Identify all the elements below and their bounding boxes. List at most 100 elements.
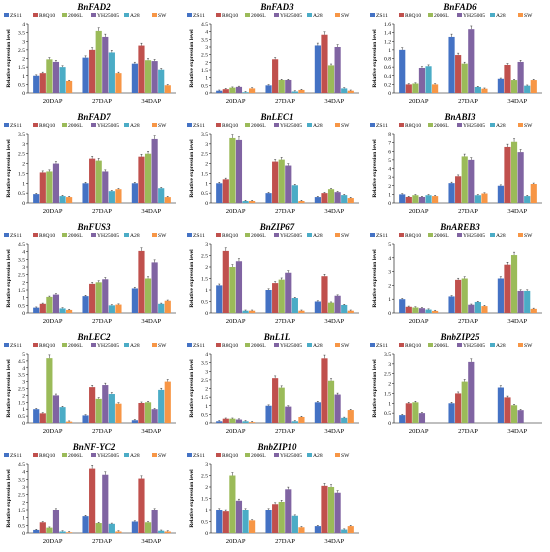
bar-sw-27dap — [115, 304, 122, 313]
legend-label-sw: SW — [158, 343, 167, 349]
legend-swatch-sw — [518, 13, 523, 17]
bar-yh25005-20dap — [235, 86, 243, 93]
y-tick-label: 1 — [22, 74, 25, 80]
chart-panel-6: BnABI3 ZS11 R8Q10 2006L YH25005 A28 SW 0 1 2 3 4 5 6 7… — [370, 112, 542, 215]
y-tick-label: 0 — [388, 201, 391, 207]
chart-panel-9: BnAREB3 ZS11 R8Q10 2006L YH25005 A28 SW 0 1 2 3 4 5 R… — [370, 222, 542, 325]
legend-swatch-sw — [152, 13, 157, 17]
bar-2006l-20dap — [412, 307, 419, 313]
bar-sw-34dap — [530, 184, 537, 203]
bar-zs11-34dap — [497, 278, 504, 313]
bar-sw-34dap — [347, 310, 354, 313]
legend-swatch-sw — [518, 233, 523, 237]
bar-r8q10-34dap — [138, 478, 145, 533]
bar-a28-20dap — [242, 421, 249, 423]
legend-label-zs11: ZS11 — [376, 13, 388, 19]
y-tick-label: 3 — [205, 142, 208, 148]
bar-zs11-34dap — [131, 288, 138, 313]
legend-label-yh25005: YH25005 — [97, 123, 119, 129]
bar-zs11-20dap — [399, 415, 406, 423]
bar-yh25005-20dap — [235, 419, 243, 423]
legend-label-2006l: 2006L — [68, 13, 83, 19]
legend-label-zs11: ZS11 — [10, 13, 22, 19]
legend-swatch-zs11 — [187, 453, 192, 457]
legend-label-r8q10: R8Q10 — [222, 343, 238, 349]
y-tick-label: 2 — [388, 283, 391, 289]
bar-yh25005-34dap — [334, 394, 341, 423]
x-tick-label: 34DAP — [324, 428, 344, 435]
bar-2006l-34dap — [510, 80, 518, 93]
bar-yh25005-20dap — [52, 294, 60, 313]
y-tick-label: 2 — [388, 382, 391, 388]
y-tick-label: 1.5 — [18, 288, 25, 294]
bar-2006l-34dap — [327, 65, 335, 93]
bar-2006l-20dap — [412, 402, 419, 423]
y-tick-label: 3.5 — [201, 37, 208, 43]
legend-swatch-zs11 — [4, 233, 9, 237]
bar-yh25005-20dap — [418, 413, 426, 423]
y-tick-label: 2.5 — [18, 48, 25, 54]
legend-swatch-2006l — [62, 233, 67, 237]
bar-r8q10-20dap — [405, 306, 412, 313]
legend-label-2006l: 2006L — [251, 453, 266, 459]
y-tick-label: 0 — [22, 311, 25, 317]
bar-r8q10-27dap — [455, 279, 462, 313]
legend-swatch-r8q10 — [216, 453, 221, 457]
bar-sw-34dap — [347, 90, 354, 93]
bar-yh25005-20dap — [418, 67, 426, 93]
y-tick-label: 4 — [22, 250, 25, 256]
bar-2006l-27dap — [278, 279, 285, 313]
y-tick-label: 2.5 — [18, 273, 25, 279]
chart-title: BnZIP67 — [259, 222, 295, 232]
bar-yh25005-20dap — [52, 395, 60, 423]
bar-sw-27dap — [481, 88, 488, 93]
bar-zs11-34dap — [314, 197, 321, 203]
bar-a28-20dap — [59, 531, 66, 533]
legend-label-a28: A28 — [496, 233, 506, 239]
y-tick-label: 3.5 — [201, 361, 208, 367]
bar-a28-20dap — [242, 310, 249, 313]
bar-a28-20dap — [59, 308, 66, 313]
y-tick-label: 1.5 — [201, 395, 208, 401]
legend-label-a28: A28 — [496, 343, 506, 349]
bar-a28-27dap — [474, 86, 481, 93]
x-tick-label: 20DAP — [226, 318, 246, 325]
bar-zs11-20dap — [399, 49, 406, 93]
legend-label-2006l: 2006L — [68, 123, 83, 129]
bar-r8q10-27dap — [89, 283, 96, 313]
bar-r8q10-27dap — [272, 283, 279, 313]
legend-label-zs11: ZS11 — [193, 233, 205, 239]
legend-label-yh25005: YH25005 — [97, 343, 119, 349]
legend-label-r8q10: R8Q10 — [39, 343, 55, 349]
bar-a28-27dap — [108, 52, 115, 93]
bar-2006l-27dap — [95, 282, 102, 313]
bar-2006l-34dap — [144, 153, 152, 203]
bar-zs11-20dap — [216, 90, 223, 93]
y-tick-label: 1 — [22, 181, 25, 187]
bar-yh25005-34dap — [517, 61, 524, 93]
legend-label-r8q10: R8Q10 — [39, 453, 55, 459]
chart-title: BnNF-YC2 — [72, 442, 116, 452]
legend-swatch-a28 — [490, 13, 495, 17]
legend-label-r8q10: R8Q10 — [222, 13, 238, 19]
bar-2006l-27dap — [461, 63, 468, 93]
bar-a28-27dap — [108, 394, 115, 423]
bar-a28-34dap — [524, 196, 531, 203]
legend-label-2006l: 2006L — [434, 123, 449, 129]
y-tick-label: 2 — [205, 387, 208, 393]
y-axis-label: Relative expression level — [189, 249, 195, 308]
bar-a28-20dap — [425, 195, 432, 203]
x-tick-label: 34DAP — [507, 428, 527, 435]
legend-label-a28: A28 — [313, 233, 323, 239]
legend-label-2006l: 2006L — [251, 233, 266, 239]
bar-2006l-27dap — [95, 523, 102, 533]
legend-label-sw: SW — [158, 123, 167, 129]
legend-label-a28: A28 — [130, 343, 140, 349]
legend-swatch-sw — [518, 123, 523, 127]
bar-r8q10-27dap — [272, 161, 279, 203]
bar-2006l-34dap — [510, 141, 518, 203]
bar-a28-27dap — [291, 298, 298, 313]
legend-swatch-2006l — [428, 233, 433, 237]
y-axis-label: Relative expression level — [189, 469, 195, 528]
x-tick-label: 34DAP — [141, 98, 161, 105]
